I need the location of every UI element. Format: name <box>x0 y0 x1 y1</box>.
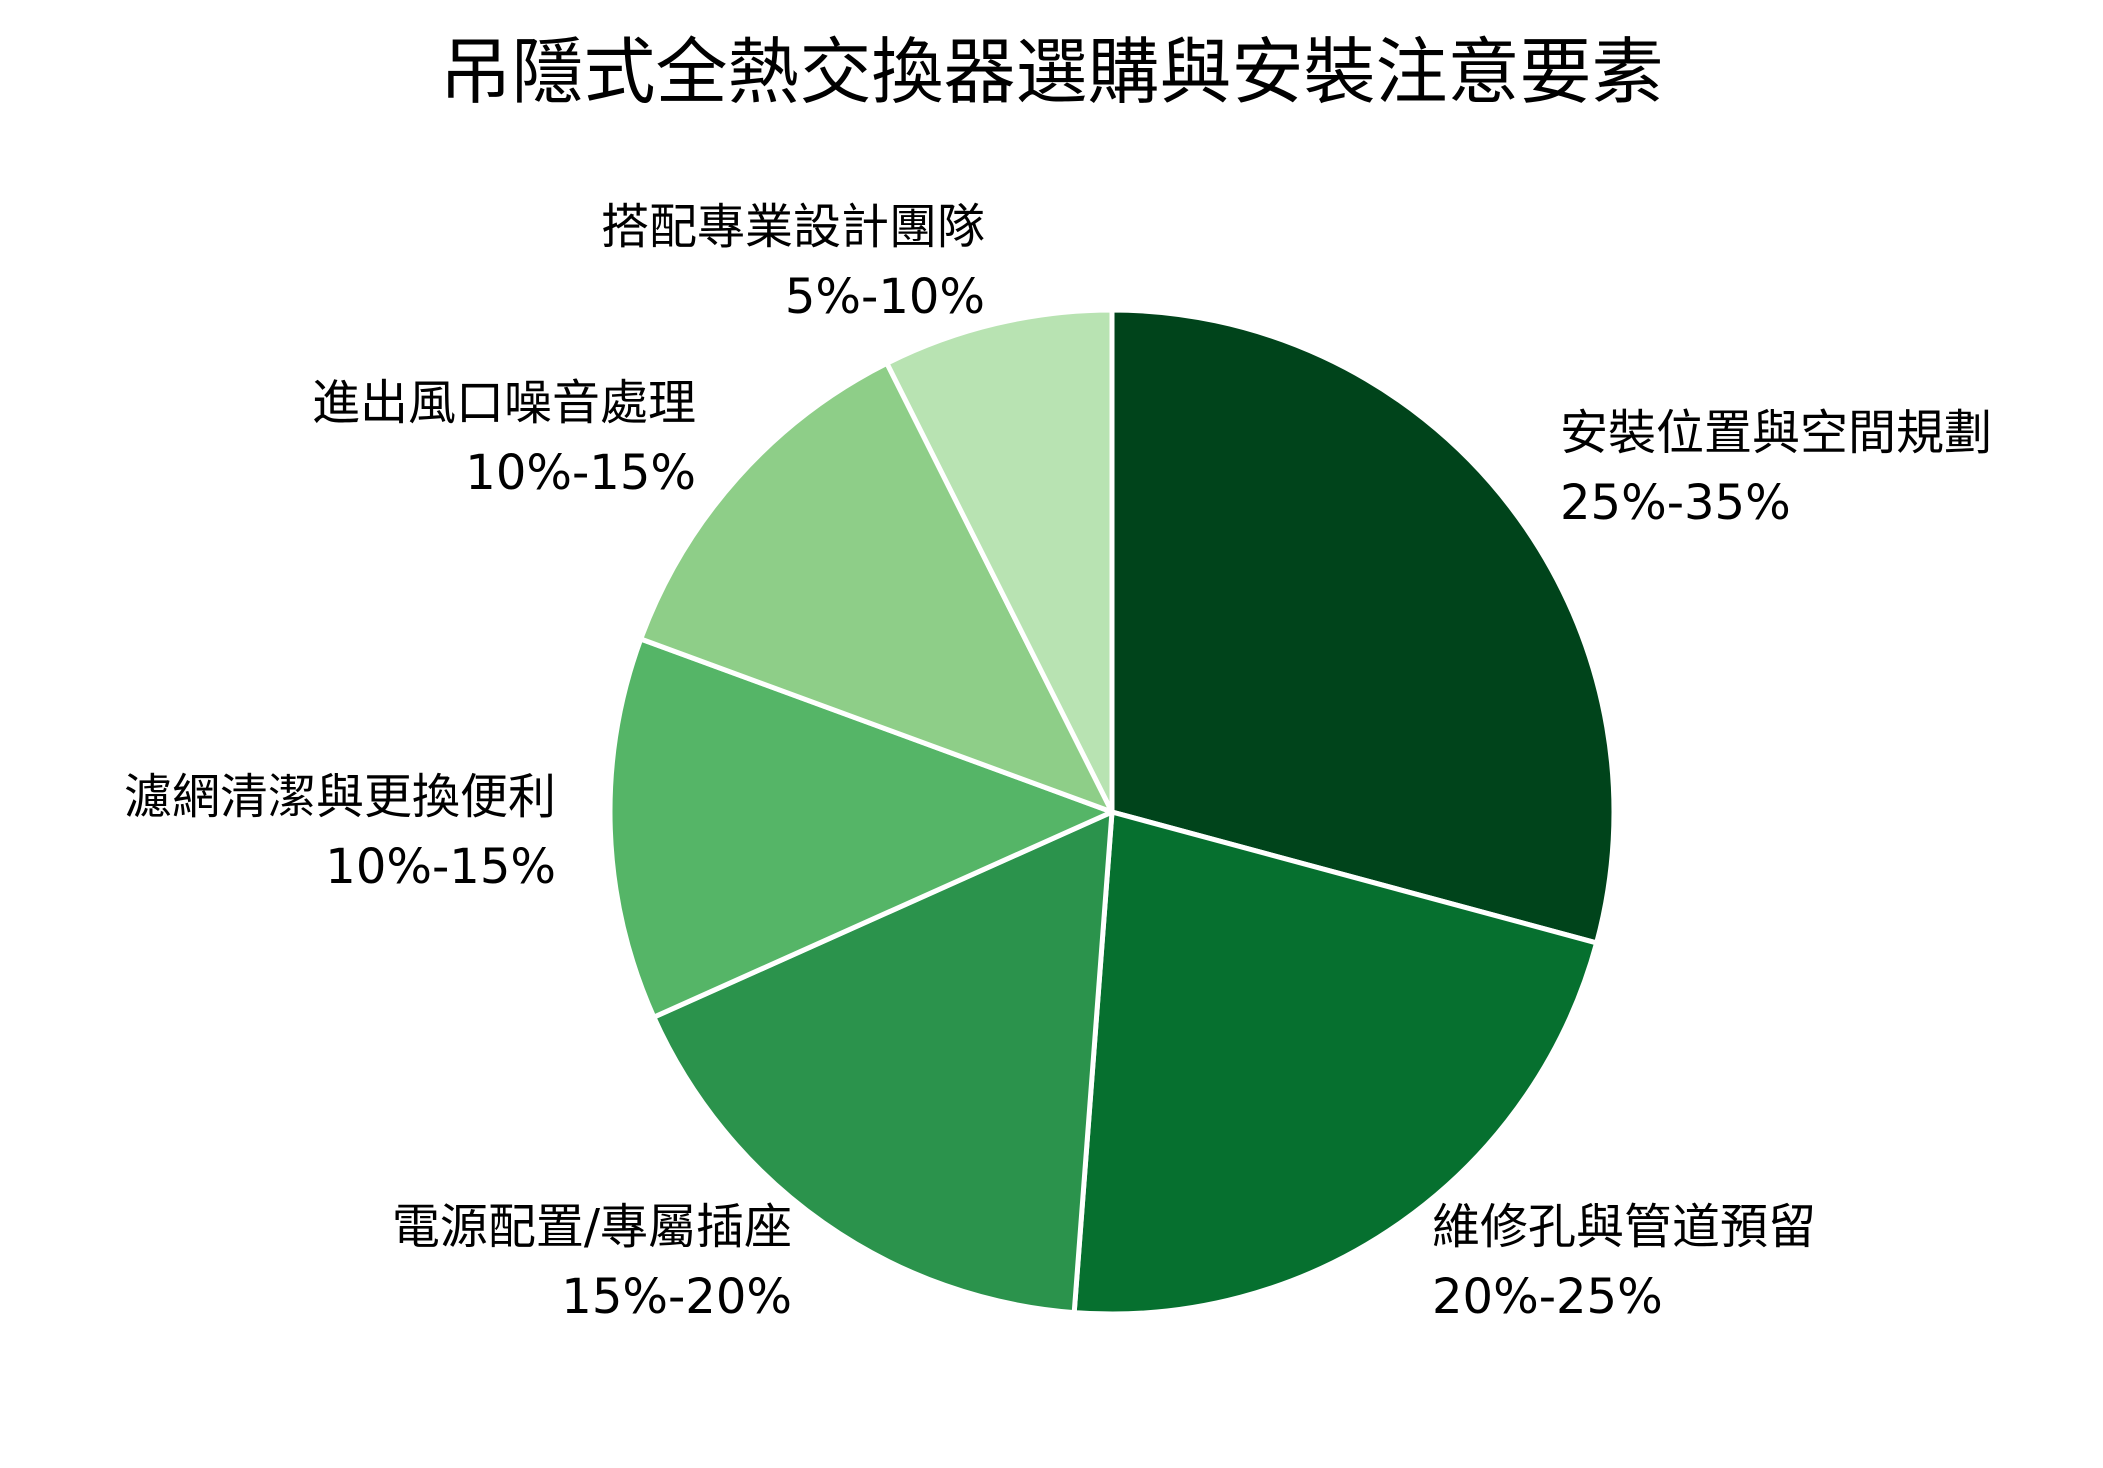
slice-range-text: 20%-25% <box>1432 1269 1663 1325</box>
pie-slice <box>638 360 1115 815</box>
pie-slice <box>1109 307 1617 946</box>
slice-label-text: 電源配置/專屬插座 <box>391 1199 792 1255</box>
pie-slice <box>884 307 1115 815</box>
slice-label-text: 安裝位置與空間規劃 <box>1560 405 1993 461</box>
slice-label-text: 進出風口噪音處理 <box>311 375 696 431</box>
slice-label-text: 維修孔與管道預留 <box>1432 1199 1817 1255</box>
slice-range-text: 10%-15% <box>465 445 696 501</box>
slice-range-text: 5%-10% <box>784 269 985 325</box>
slice-label-text: 濾網清潔與更換便利 <box>123 769 556 825</box>
slice-label-power-outlet: 電源配置/專屬插座 15%-20% <box>392 1192 792 1332</box>
pie-slice <box>1071 809 1600 1317</box>
slice-range-text: 15%-20% <box>561 1269 792 1325</box>
slice-range-text: 25%-35% <box>1560 475 1791 531</box>
slice-label-filter-cleaning: 濾網清潔與更換便利 10%-15% <box>124 762 556 902</box>
slice-label-vent-noise: 進出風口噪音處理 10%-15% <box>312 368 696 508</box>
slice-label-installation-location: 安裝位置與空間規劃 25%-35% <box>1560 398 1992 538</box>
pie-slice <box>651 809 1115 1316</box>
slice-label-text: 搭配專業設計團隊 <box>600 199 985 255</box>
chart-title: 吊隱式全熱交換器選購與安裝注意要素 <box>439 30 1664 114</box>
slice-range-text: 10%-15% <box>325 839 556 895</box>
slice-label-maintenance-access: 維修孔與管道預留 20%-25% <box>1432 1192 1816 1332</box>
slice-label-design-team: 搭配專業設計團隊 5%-10% <box>601 192 985 332</box>
pie-slice <box>607 636 1115 1020</box>
